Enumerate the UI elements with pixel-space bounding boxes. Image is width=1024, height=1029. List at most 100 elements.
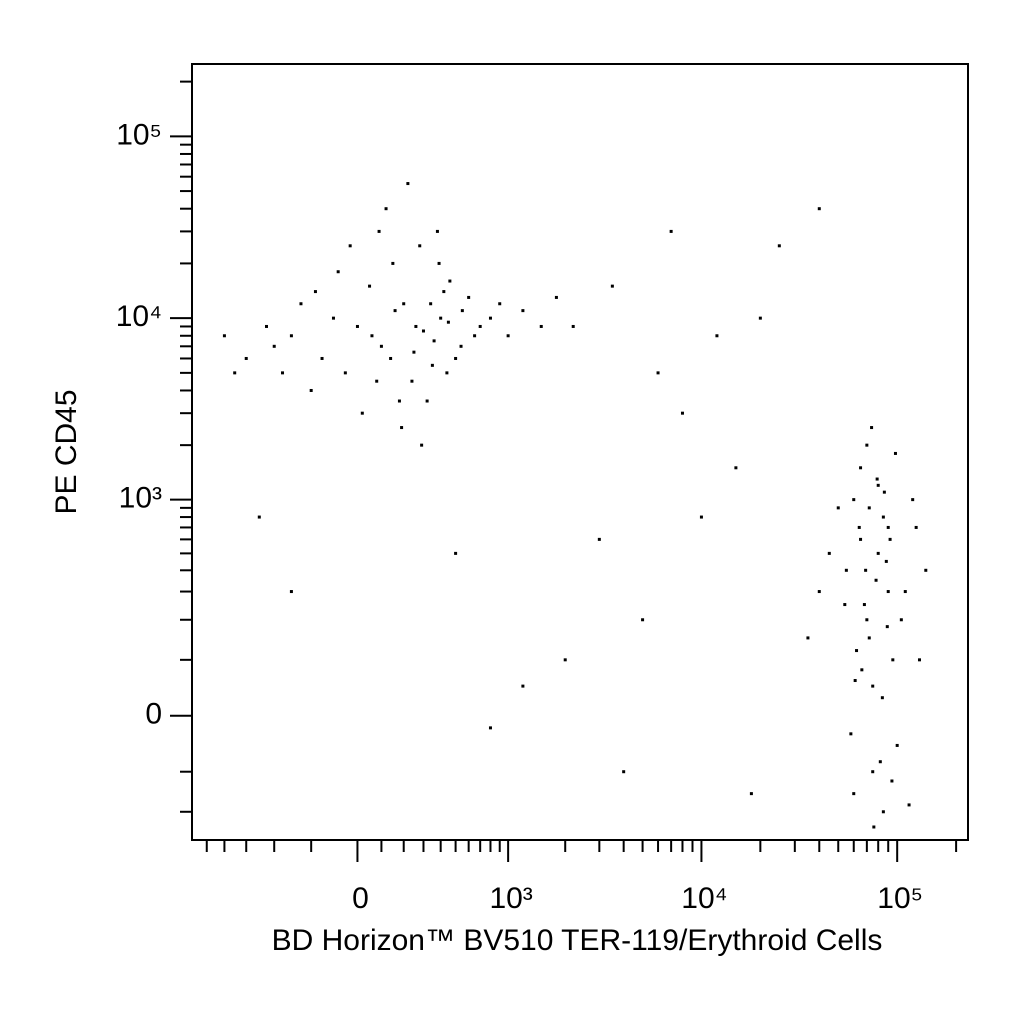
point <box>418 244 422 248</box>
point <box>521 309 525 313</box>
point <box>222 334 226 338</box>
point <box>437 261 441 265</box>
point <box>430 363 434 367</box>
point <box>467 295 471 299</box>
point <box>406 182 410 186</box>
point <box>521 684 525 688</box>
points <box>222 182 928 829</box>
y-tick-label: 0 <box>145 698 162 731</box>
point <box>853 679 857 683</box>
point <box>377 229 381 233</box>
point <box>911 498 915 502</box>
point <box>876 551 880 555</box>
point <box>872 825 876 829</box>
point <box>554 295 558 299</box>
point <box>244 356 248 360</box>
point <box>473 334 477 338</box>
point <box>860 668 864 672</box>
point <box>749 792 753 796</box>
point <box>903 590 907 594</box>
point <box>669 229 673 233</box>
point <box>402 302 406 306</box>
point <box>641 618 645 622</box>
point <box>885 625 889 629</box>
point <box>446 320 450 324</box>
point <box>857 525 861 529</box>
point <box>343 371 347 375</box>
point <box>370 334 374 338</box>
point <box>881 515 885 519</box>
point <box>432 339 436 343</box>
point <box>806 636 810 640</box>
point <box>400 426 404 430</box>
point <box>886 590 890 594</box>
point <box>435 229 439 233</box>
point <box>478 324 482 328</box>
point <box>859 537 863 541</box>
point <box>360 411 364 415</box>
point <box>410 379 414 383</box>
point <box>844 568 848 572</box>
point <box>867 506 871 510</box>
point <box>439 316 443 320</box>
point <box>867 636 871 640</box>
x-tick-label: 10⁵ <box>877 882 923 915</box>
point <box>870 426 874 430</box>
point <box>876 483 880 487</box>
y-axis-label: PE CD45 <box>50 389 83 514</box>
point <box>420 443 424 447</box>
point <box>758 316 762 320</box>
point <box>924 568 928 572</box>
point <box>336 270 340 274</box>
point <box>272 344 276 348</box>
point <box>610 284 614 288</box>
point <box>715 334 719 338</box>
point <box>414 324 418 328</box>
point <box>836 506 840 510</box>
point <box>571 324 575 328</box>
point <box>917 658 921 662</box>
point <box>890 779 894 783</box>
point <box>233 371 237 375</box>
point <box>313 290 317 294</box>
point <box>379 344 383 348</box>
point <box>320 356 324 360</box>
point <box>852 792 856 796</box>
point <box>895 743 899 747</box>
y-tick-label: 10³ <box>119 482 162 515</box>
point <box>375 379 379 383</box>
point <box>539 324 543 328</box>
point <box>734 466 738 470</box>
point <box>384 207 388 211</box>
point <box>397 399 401 403</box>
point <box>914 525 918 529</box>
point <box>881 810 885 814</box>
point <box>884 559 888 563</box>
point <box>299 302 303 306</box>
point <box>817 207 821 211</box>
point <box>893 451 897 455</box>
point <box>459 344 463 348</box>
point <box>855 649 859 653</box>
point <box>281 371 285 375</box>
point <box>852 498 856 502</box>
point <box>843 603 847 607</box>
point <box>506 334 510 338</box>
point <box>699 515 703 519</box>
point <box>498 302 502 306</box>
point <box>393 309 397 313</box>
point <box>874 578 878 582</box>
point <box>777 244 781 248</box>
point <box>871 684 875 688</box>
point <box>257 515 261 519</box>
point <box>309 388 313 392</box>
point <box>289 334 293 338</box>
point <box>865 618 869 622</box>
point <box>864 568 868 572</box>
point <box>412 350 416 354</box>
point <box>391 261 395 265</box>
x-tick-label: 0 <box>352 882 369 915</box>
point <box>817 590 821 594</box>
point <box>875 477 879 481</box>
